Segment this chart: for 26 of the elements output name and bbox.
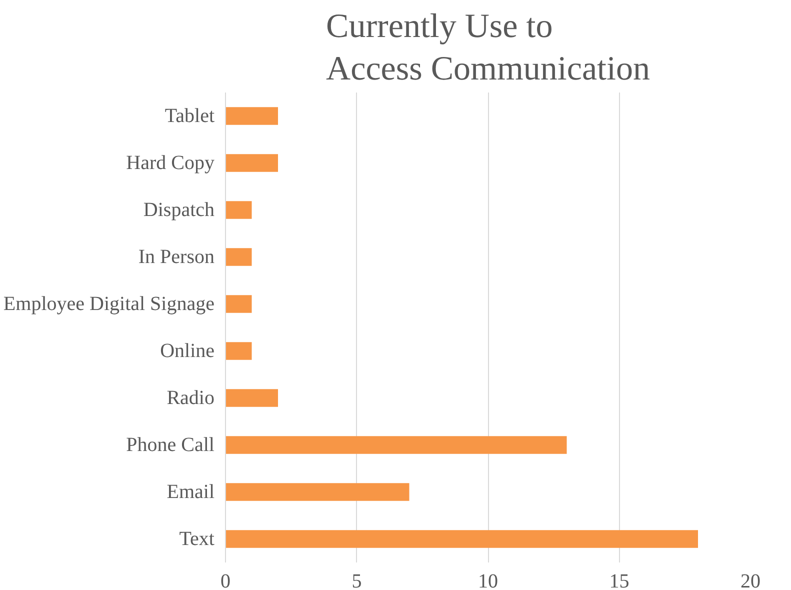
y-tick-label: Employee Digital Signage bbox=[3, 293, 215, 315]
y-tick-label: Phone Call bbox=[126, 434, 215, 456]
bar bbox=[226, 342, 252, 360]
y-tick-label: Radio bbox=[166, 387, 215, 409]
bar bbox=[226, 530, 698, 548]
bar bbox=[226, 389, 278, 407]
bar bbox=[226, 201, 252, 219]
bar bbox=[226, 483, 410, 501]
chart-title: Currently Use to Access Communication bbox=[326, 8, 650, 88]
y-tick-label: Hard Copy bbox=[126, 152, 215, 174]
y-tick-label: Tablet bbox=[164, 105, 215, 127]
x-tick-label: 10 bbox=[478, 570, 498, 590]
y-tick-label: Online bbox=[160, 340, 215, 362]
x-tick-label: 0 bbox=[220, 570, 230, 590]
y-tick-label: Email bbox=[166, 481, 215, 503]
y-tick-label: In Person bbox=[138, 246, 215, 268]
x-tick-label: 5 bbox=[352, 570, 362, 590]
y-tick-label: Dispatch bbox=[143, 199, 214, 221]
bar bbox=[226, 248, 252, 266]
bar bbox=[226, 107, 278, 125]
bar bbox=[226, 436, 567, 454]
bar bbox=[226, 154, 278, 172]
bar bbox=[226, 295, 252, 313]
x-tick-label: 20 bbox=[740, 570, 760, 590]
x-tick-label: 15 bbox=[609, 570, 630, 590]
y-tick-label: Text bbox=[179, 528, 215, 550]
